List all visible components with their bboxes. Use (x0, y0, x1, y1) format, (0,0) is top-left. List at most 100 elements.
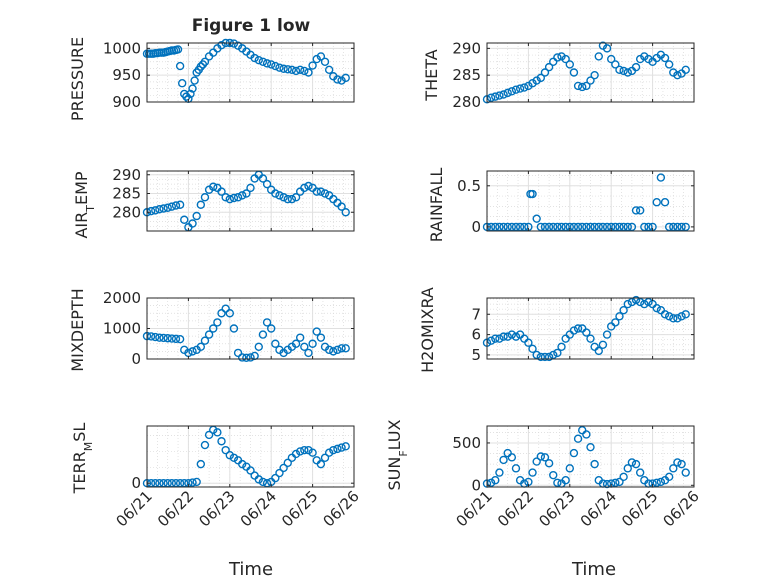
data-point (291, 66, 301, 76)
data-point (656, 173, 666, 182)
data-point (673, 70, 682, 80)
data-point (507, 87, 517, 96)
data-point (167, 202, 177, 211)
data-point (333, 444, 342, 454)
data-point (627, 458, 637, 467)
data-point (644, 297, 653, 307)
data-point (569, 68, 579, 77)
data-point (287, 65, 297, 75)
data-point (544, 222, 554, 232)
data-point (337, 344, 346, 353)
data-point (569, 222, 579, 232)
data-point (155, 333, 164, 342)
data-point (291, 449, 301, 459)
data-point (177, 79, 187, 88)
data-point (635, 297, 645, 307)
data-point (204, 330, 214, 339)
data-point (196, 459, 206, 469)
data-point (602, 44, 612, 53)
data-point (275, 191, 284, 200)
data-point (619, 306, 628, 315)
data-point (217, 437, 226, 446)
data-point (619, 66, 628, 76)
data-point (557, 342, 566, 351)
data-point (316, 459, 326, 469)
data-point (669, 464, 678, 473)
panel-rainfall: 00.5 (457, 170, 695, 236)
data-point (623, 299, 632, 309)
ytick-label: 5 (471, 346, 481, 364)
data-point (242, 189, 251, 198)
data-point (673, 222, 682, 232)
data-point (544, 459, 554, 468)
data-point (544, 352, 554, 362)
data-point (291, 193, 301, 202)
data-point (652, 198, 661, 207)
data-point (491, 334, 500, 343)
data-point (673, 314, 682, 323)
data-point (304, 181, 313, 191)
data-point (586, 442, 595, 452)
data-point (209, 324, 218, 333)
data-point (495, 222, 504, 232)
data-point (229, 453, 239, 462)
data-point (300, 183, 309, 193)
xlabel-left: Time (228, 559, 273, 580)
ytick-label: 290 (112, 166, 141, 184)
data-point (511, 464, 521, 473)
data-point (279, 64, 288, 73)
data-point (549, 222, 558, 232)
data-point (532, 457, 541, 466)
data-point (660, 310, 670, 319)
data-point (669, 222, 678, 232)
data-point (182, 92, 191, 101)
ylabel-mixdepth: MIXDEPTH (68, 288, 87, 371)
data-point (304, 348, 313, 358)
data-point (611, 222, 620, 232)
data-point (175, 61, 185, 71)
data-point (569, 326, 579, 335)
data-point (291, 339, 301, 348)
data-point (300, 445, 309, 455)
data-point (532, 214, 541, 223)
data-point (627, 297, 637, 307)
data-point (246, 353, 255, 362)
data-point (569, 448, 579, 458)
data-point (209, 182, 218, 191)
data-point (192, 211, 201, 221)
data-point (578, 82, 587, 92)
data-point (540, 352, 550, 362)
data-point (635, 468, 645, 477)
data-point (171, 334, 181, 344)
data-point (151, 206, 160, 215)
data-point (337, 443, 346, 452)
ytick-label: 0 (471, 476, 481, 494)
data-point (561, 54, 570, 64)
data-point (229, 193, 239, 203)
data-point (312, 187, 321, 196)
data-point (611, 478, 620, 487)
ytick-label: 280 (112, 203, 141, 221)
data-point (557, 222, 566, 232)
data-point (341, 208, 350, 217)
data-point (573, 222, 583, 232)
data-point (660, 198, 670, 207)
panel-theta: 280 285 290 (452, 39, 695, 111)
data-point (324, 65, 334, 75)
data-point (229, 324, 239, 333)
data-point (515, 84, 525, 93)
data-point (553, 222, 562, 232)
data-point (486, 336, 496, 345)
data-point (594, 222, 603, 232)
data-point (271, 61, 280, 71)
data-point (146, 206, 156, 216)
data-point (279, 193, 288, 202)
data-point (225, 451, 235, 460)
data-point (225, 309, 235, 318)
data-point (225, 194, 235, 204)
data-point (602, 222, 612, 232)
data-point (204, 430, 214, 440)
data-point (549, 350, 558, 360)
axes-box (486, 297, 695, 360)
